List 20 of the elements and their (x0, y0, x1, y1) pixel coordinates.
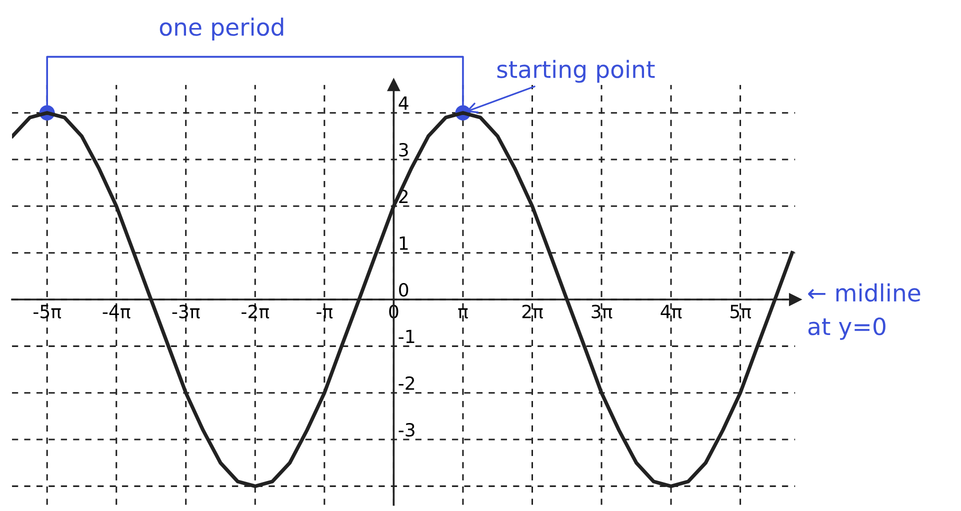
x-tick-label: -5π (34, 304, 62, 318)
y-tick-label: -1 (398, 330, 414, 344)
y-tick-label: -2 (398, 376, 414, 390)
x-tick-label: -2π (242, 304, 270, 318)
x-tick-label: -3π (172, 304, 200, 318)
y-tick-label: -3 (398, 422, 414, 437)
x-tick-label: π (458, 308, 468, 318)
y-tick-label: 3 (399, 142, 408, 157)
x-tick-label: 2π (522, 304, 543, 318)
x-tick-label: 3π (592, 304, 612, 318)
text: one period (160, 18, 284, 40)
text: ← midline at y=0 (808, 283, 920, 340)
x-tick-label: -π (316, 308, 333, 318)
x-tick-label: 5π (730, 304, 751, 318)
y-tick-label: 4 (398, 96, 408, 110)
annotation: starting point (497, 60, 655, 83)
y-tick-label: 0 (399, 282, 408, 297)
x-tick-label: 4π (660, 304, 682, 318)
y-tick-label: 1 (400, 236, 408, 250)
x-tick-label: -4π (102, 304, 130, 318)
